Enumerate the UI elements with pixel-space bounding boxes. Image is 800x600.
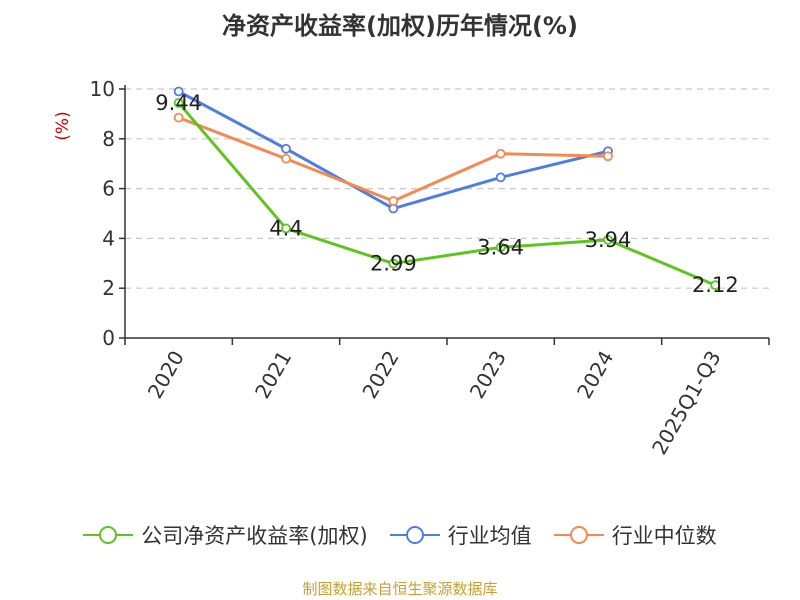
data-point: [603, 151, 613, 162]
x-tick-label: 2022: [357, 347, 403, 403]
x-tick-label: 2025Q1-Q3: [647, 347, 726, 459]
legend-label-company: 公司净资产收益率(加权): [141, 524, 368, 548]
data-point: [281, 223, 291, 234]
data-point: [603, 234, 613, 245]
grid-lines: [125, 88, 769, 289]
data-label: 2.12: [692, 273, 739, 297]
legend: 公司净资产收益率(加权) 行业均值 行业中位数: [0, 520, 800, 550]
legend-marker-company: [83, 526, 134, 544]
legend-item-industry-mean[interactable]: 行业均值: [389, 520, 532, 550]
data-point: [173, 98, 184, 108]
data-label: 9.44: [155, 91, 202, 115]
data-label: 2.99: [370, 252, 417, 276]
data-labels: 9.44 4.4 2.99 3.64 3.94 2.12: [155, 91, 738, 297]
legend-marker-industry-median: [553, 526, 604, 544]
data-point: [495, 148, 506, 159]
legend-marker-industry-mean: [389, 526, 440, 544]
data-point: [495, 172, 506, 183]
data-point: [495, 242, 506, 253]
legend-label-industry-median: 行业中位数: [611, 524, 717, 548]
x-tick-label: 2024: [572, 347, 618, 403]
data-point: [388, 196, 399, 206]
x-tick-label: 2023: [465, 346, 511, 402]
source-note: 制图数据来自恒生聚源数据库: [302, 580, 498, 598]
data-point: [173, 112, 184, 123]
series-line: [177, 90, 609, 211]
x-tick-label: 2021: [250, 347, 296, 403]
legend-item-company[interactable]: 公司净资产收益率(加权): [83, 520, 368, 550]
data-label: 3.64: [477, 235, 524, 259]
y-tick-label: 8: [102, 127, 115, 151]
y-tick-label: 4: [102, 226, 115, 250]
y-axis-label: (%): [53, 111, 73, 140]
chart-title: 净资产收益率(加权)历年情况(%): [222, 12, 578, 40]
data-point: [173, 86, 184, 97]
y-tick-label: 10: [90, 77, 115, 101]
data-point: [281, 153, 291, 164]
y-tick-label: 2: [102, 276, 115, 300]
data-point: [710, 280, 721, 291]
data-point: [281, 143, 291, 154]
data-label: 4.4: [269, 216, 302, 240]
data-point: [388, 258, 399, 269]
legend-item-industry-median[interactable]: 行业中位数: [553, 520, 717, 550]
y-tick-label: 0: [102, 326, 115, 350]
series-line: [177, 101, 716, 287]
y-tick-label: 6: [102, 177, 115, 201]
series-group: [173, 86, 721, 291]
legend-label-industry-mean: 行业均值: [447, 524, 532, 548]
data-label: 3.94: [585, 228, 632, 252]
axes: 0 2 4 6 8 10 2020 2021 2022 2023 2024 2025Q1-Q3: [90, 77, 770, 459]
x-tick-label: 2020: [143, 347, 189, 403]
